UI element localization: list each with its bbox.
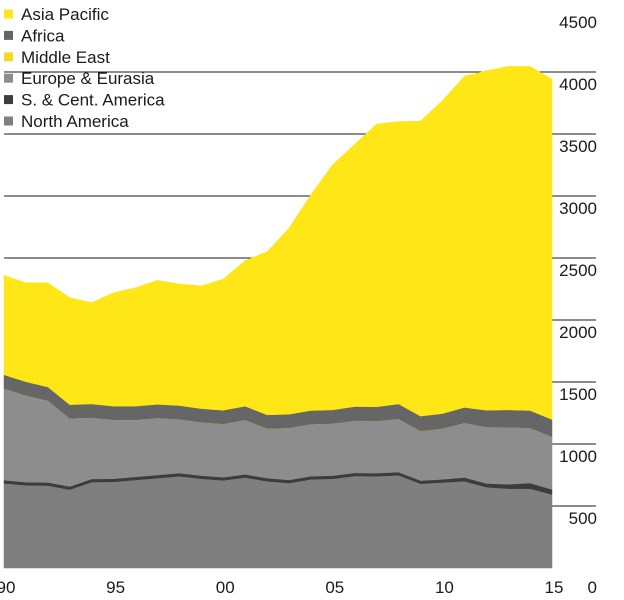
legend-item-asia-pacific: Asia Pacific (4, 5, 109, 24)
legend-item-europe-and-eurasia: Europe & Eurasia (4, 69, 155, 88)
x-tick-label-15: 15 (545, 578, 564, 597)
legend-swatch-europe-and-eurasia (4, 73, 13, 83)
y-tick-label-1000: 1000 (559, 447, 597, 466)
x-axis-ticks: 90 95 00 05 10 15 (0, 578, 563, 597)
legend: Asia Pacific Africa Middle East Europe & Eu… (4, 5, 165, 131)
y-tick-label-2000: 2000 (559, 323, 597, 342)
y-tick-label-2500: 2500 (559, 261, 597, 280)
legend-item-middle-east: Middle East (4, 48, 110, 67)
legend-swatch-africa (4, 30, 13, 40)
legend-swatch-middle-east (4, 52, 13, 62)
y-tick-label-3500: 3500 (559, 137, 597, 156)
y-tick-label-4000: 4000 (559, 75, 597, 94)
legend-item-africa: Africa (4, 26, 65, 45)
y-tick-label-4500: 4500 (559, 13, 597, 32)
legend-label-europe-and-eurasia: Europe & Eurasia (21, 69, 155, 88)
legend-swatch-asia-pacific (4, 9, 13, 19)
legend-item-s-and-cent-america: S. & Cent. America (4, 91, 165, 110)
x-tick-label-95: 95 (106, 578, 125, 597)
legend-item-north-america: North America (4, 112, 129, 131)
y-tick-label-3000: 3000 (559, 199, 597, 218)
y-axis-ticks: 500 1000 1500 2000 2500 3000 3500 4000 4500 0 (559, 13, 597, 597)
legend-swatch-north-america (4, 116, 13, 126)
legend-label-africa: Africa (21, 26, 65, 45)
legend-label-s-and-cent-america: S. & Cent. America (21, 91, 165, 110)
legend-swatch-s-and-cent-america (4, 95, 13, 105)
y-tick-label-0: 0 (588, 578, 597, 597)
legend-label-middle-east: Middle East (21, 48, 110, 67)
area-north-america (3, 474, 553, 569)
legend-label-north-america: North America (21, 112, 129, 131)
x-tick-label-05: 05 (325, 578, 344, 597)
stacked-areas (3, 66, 553, 569)
area-asia-pacific (3, 66, 553, 420)
x-tick-label-00: 00 (216, 578, 235, 597)
x-tick-label-90: 90 (0, 578, 15, 597)
x-tick-label-10: 10 (435, 578, 454, 597)
y-tick-label-1500: 1500 (559, 385, 597, 404)
legend-label-asia-pacific: Asia Pacific (21, 5, 109, 24)
y-tick-label-500: 500 (569, 509, 597, 528)
